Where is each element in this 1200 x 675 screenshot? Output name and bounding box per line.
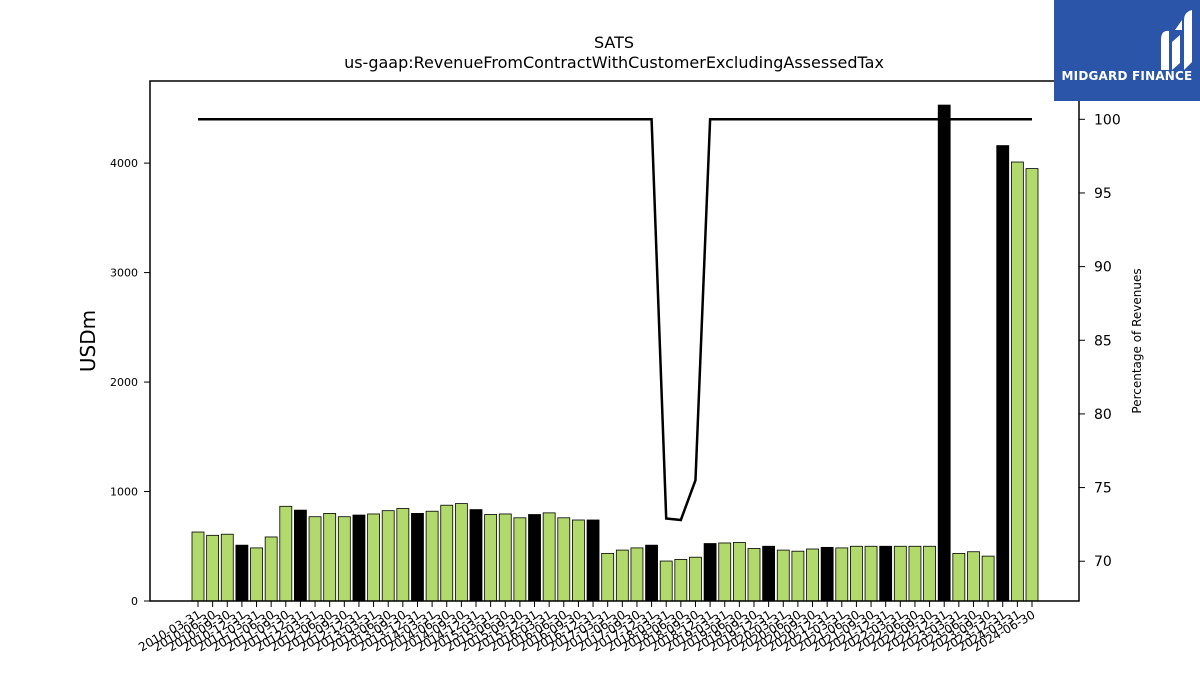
- bar-2024-03-31: [1010, 161, 1024, 602]
- left-tick-label: 1000: [110, 486, 138, 499]
- left-axis: 0 1000 2000 3000 4000: [110, 157, 150, 608]
- bar-2016-03-31: [542, 512, 556, 602]
- bar-2023-06-30: [967, 551, 980, 602]
- bar-2020-12-31: [820, 546, 834, 602]
- bar-2022-09-30: [923, 545, 936, 602]
- bar-2023-03-31: [952, 552, 966, 602]
- x-axis: 2010-03-312010-06-302010-09-302010-12-31…: [136, 601, 1038, 654]
- bar-2014-09-30: [454, 503, 468, 602]
- bar-2022-12-31: [937, 104, 951, 602]
- left-tick-label: 4000: [110, 157, 138, 170]
- bar-2013-12-31: [411, 513, 424, 602]
- bar-2014-03-31: [425, 510, 439, 602]
- bar-2014-06-30: [440, 504, 454, 602]
- bar-2015-06-30: [498, 513, 512, 602]
- right-tick-label: 90: [1094, 260, 1112, 276]
- bar-2015-03-31: [484, 514, 498, 602]
- bar-2010-09-30: [220, 533, 234, 602]
- bar-2020-03-31: [776, 549, 790, 602]
- bar-2015-09-30: [513, 517, 527, 602]
- bar-2012-06-30: [323, 513, 337, 602]
- bar-2010-03-31: [191, 531, 205, 602]
- line-layer: [198, 118, 1032, 522]
- bar-2019-12-31: [762, 545, 776, 602]
- right-tick-label: 70: [1094, 554, 1112, 570]
- bar-2010-12-31: [235, 544, 249, 602]
- right-tick-label: 95: [1094, 186, 1112, 202]
- left-tick-label: 0: [131, 595, 138, 608]
- bar-2021-03-31: [835, 547, 849, 602]
- bar-2013-06-30: [381, 510, 395, 602]
- right-axis-label: Percentage of Revenues: [1130, 268, 1144, 413]
- bar-2019-06-30: [732, 542, 746, 602]
- bar-2020-09-30: [806, 548, 819, 602]
- bar-2017-09-30: [630, 547, 644, 602]
- bar-2010-06-30: [206, 534, 220, 602]
- bar-2012-09-30: [337, 516, 351, 602]
- bar-2013-03-31: [367, 513, 380, 602]
- left-tick-label: 2000: [110, 376, 138, 389]
- right-tick-label: 80: [1094, 407, 1112, 423]
- plot-frame: [149, 80, 1080, 602]
- bar-2016-06-30: [557, 517, 571, 602]
- bar-2016-09-30: [572, 519, 585, 602]
- left-axis-label: USDm: [76, 310, 100, 372]
- bar-2011-03-31: [250, 547, 263, 602]
- right-tick-label: 85: [1094, 333, 1112, 349]
- bar-2011-12-31: [294, 509, 307, 602]
- bar-2014-12-31: [469, 509, 483, 602]
- percentage-line: [198, 118, 1032, 522]
- bar-2023-12-31: [996, 145, 1010, 602]
- right-axis: 70 75 80 85 90 95 100: [1079, 112, 1121, 570]
- left-tick-label: 3000: [110, 267, 138, 280]
- bar-2024-06-30: [1025, 168, 1039, 602]
- bar-2023-09-30: [981, 555, 995, 602]
- bar-2018-03-31: [659, 560, 673, 602]
- bar-2013-09-30: [396, 508, 410, 602]
- bar-2022-03-31: [893, 545, 907, 602]
- bar-2016-12-31: [586, 519, 600, 602]
- bar-2011-09-30: [279, 505, 293, 602]
- bar-2021-06-30: [850, 545, 863, 602]
- bar-2017-12-31: [645, 544, 658, 602]
- midgard-finance-logo: MIDGARD FINANCE: [1054, 0, 1200, 101]
- bar-2020-06-30: [791, 550, 805, 602]
- bar-2019-03-31: [718, 542, 732, 602]
- bar-2021-09-30: [864, 545, 878, 602]
- bar-2011-06-30: [264, 536, 278, 602]
- chart-title: SATS: [594, 33, 634, 52]
- midgard-logo-icon: [1161, 10, 1192, 70]
- bar-2017-03-31: [601, 552, 615, 602]
- bars-layer: [191, 104, 1039, 602]
- logo-text: MIDGARD FINANCE: [1061, 69, 1193, 83]
- right-tick-label: 100: [1094, 112, 1121, 128]
- chart-subtitle: us-gaap:RevenueFromContractWithCustomerE…: [344, 53, 884, 72]
- bar-2021-12-31: [879, 545, 893, 602]
- bar-2018-09-30: [689, 556, 702, 602]
- bar-2015-12-31: [528, 514, 541, 602]
- bar-2022-06-30: [908, 545, 922, 602]
- bar-2017-06-30: [615, 549, 629, 602]
- bar-2019-09-30: [747, 548, 761, 602]
- bar-2018-06-30: [674, 559, 688, 602]
- bar-2012-12-31: [352, 514, 366, 602]
- bar-2012-03-31: [308, 516, 322, 602]
- bar-2018-12-31: [703, 543, 717, 602]
- right-tick-label: 75: [1094, 481, 1112, 497]
